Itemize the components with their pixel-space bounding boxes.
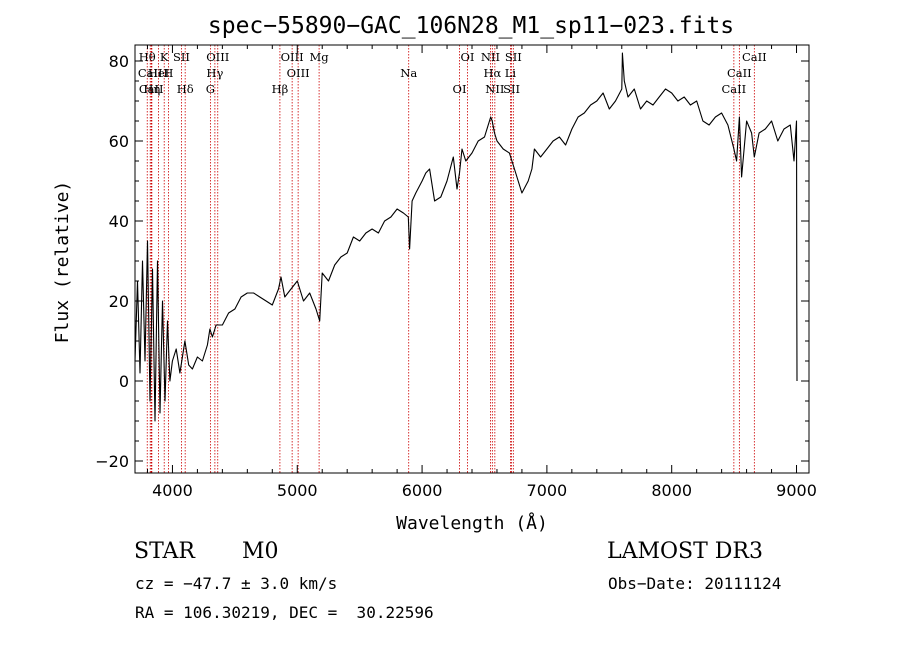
x-axis: 4000 5000 6000 7000 8000 9000 [146,45,817,500]
y-axis-label: Flux (relative) [52,181,73,344]
spectrum-line [134,52,798,422]
object-subclass: M0 [242,539,279,564]
marker-label: Hη [143,82,160,96]
object-class: STAR [134,539,195,564]
y-tick-label: 40 [109,212,129,231]
marker-label: CaII [742,50,767,64]
marker-label: Hθ [139,50,156,64]
y-tick-label: 0 [119,372,129,391]
marker-label: SII [173,50,190,64]
marker-label: K [160,50,169,64]
marker-label: CaII [139,82,164,96]
y-tick-label: 60 [109,132,129,151]
marker-label: OIII [206,50,229,64]
marker-label: G [206,82,215,96]
marker-label: Hα [483,66,501,80]
marker-label: OI [453,82,467,96]
spectral-line-labels: HθCaIICaIIKHeIHηSIIHHδOIIIHγGOIIIOIIIHβM… [138,50,767,96]
marker-label: CaII [138,66,163,80]
x-tick-label: 7000 [527,481,568,500]
x-tick-label: 4000 [152,481,193,500]
marker-label: H [163,66,173,80]
redshift-text: cz = −47.7 ± 3.0 km/s [135,574,338,593]
marker-label: OIII [281,50,304,64]
y-tick-label: 80 [109,52,129,71]
y-tick-label: 20 [109,292,129,311]
spectral-line-markers [146,45,755,473]
obs-date: Obs−Date: 20111124 [608,574,782,593]
marker-label: Hδ [177,82,194,96]
marker-label: CaII [721,82,746,96]
chart-title: spec−55890−GAC_106N28_M1_sp11−023.fits [208,13,734,39]
marker-label: Na [400,66,417,80]
y-tick-label: −20 [95,452,129,471]
x-tick-label: 5000 [277,481,318,500]
x-tick-label: 8000 [651,481,692,500]
marker-label: Hγ [206,66,223,80]
marker-label: NII [481,50,500,64]
marker-label: Li [505,66,517,80]
marker-label: OI [461,50,475,64]
x-axis-label: Wavelength (Å) [396,512,548,534]
survey-name: LAMOST DR3 [607,539,763,564]
plot-frame [134,44,810,474]
marker-label: Hβ [272,82,289,96]
marker-label: SII [503,82,520,96]
marker-label: SII [505,50,522,64]
x-tick-label: 6000 [402,481,443,500]
coordinates-text: RA = 106.30219, DEC = 30.22596 [135,603,434,622]
marker-label: Mg [310,50,330,64]
marker-label: NII [485,82,504,96]
y-axis: −20 0 20 40 60 80 [95,52,809,471]
x-tick-label: 9000 [776,481,817,500]
marker-label: HeI [148,66,169,80]
marker-label: CaII [727,66,752,80]
marker-label: OIII [287,66,310,80]
